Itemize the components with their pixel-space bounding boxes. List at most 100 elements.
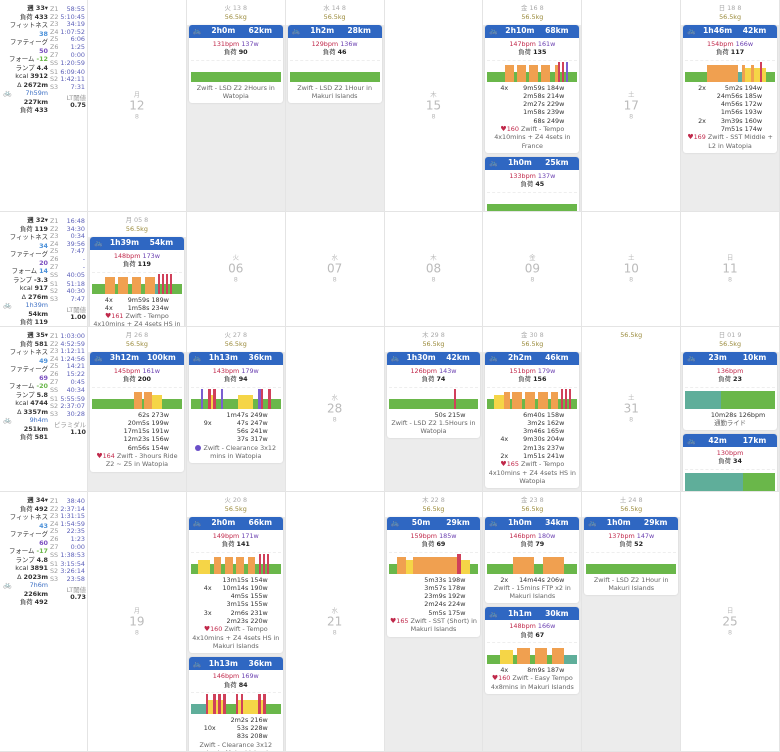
activity-name[interactable]: Zwift - LSD Z2 1Hour in Makuri Islands (584, 576, 678, 593)
activity-card[interactable]: 🚲 1h46m 42km 154bpm 166w 負荷 117 2x 5m2s 194w 24… (683, 25, 777, 153)
day-cell[interactable]: 火 06 8 (186, 212, 286, 327)
activity-card[interactable]: 🚲 1h2m 28km 129bpm 136w 負荷 46 Zwift - LSD Z2 … (287, 25, 382, 104)
interval-bar (215, 700, 219, 714)
activity-card[interactable]: 🚲 23m 10km 136bpm 負荷 23 10m28s 126bpm 通勤ライド (683, 352, 777, 431)
activity-name[interactable]: ♥165 Zwift - SST (Short) in Makuri Islan… (387, 617, 481, 634)
day-cell[interactable]: 木 29 8 56.5kg 🚲 1h30m 42km 126bpm 143w 負荷 74 50… (384, 327, 484, 492)
activity-name[interactable]: 通勤ライド (683, 419, 777, 427)
day-cell[interactable]: 56.5kg 土 31 8 (582, 327, 682, 492)
day-cell[interactable]: 土 24 8 56.5kg 🚲 1h0m 29km 137bpm 147w 負荷 52 Zwi… (582, 492, 682, 752)
day-cell[interactable]: 月 05 8 56.5kg 🚲 1h39m 54km 148bpm 173w 負荷 119 4… (88, 212, 187, 327)
activity-card[interactable]: 🚲 50m 29km 159bpm 185w 負荷 69 5m33s 198w 3m57s … (386, 517, 481, 637)
activity-header[interactable]: 🚲 2h0m 66km (188, 517, 283, 530)
activity-header[interactable]: 🚲 1h0m 34km (485, 517, 580, 530)
week-label[interactable]: 週 32▾ (27, 216, 48, 224)
activity-header[interactable]: 🚲 1h0m 29km (584, 517, 679, 530)
week-label[interactable]: 週 35▾ (27, 331, 48, 339)
activity-header[interactable]: 🚲 50m 29km (386, 517, 481, 530)
activity-name[interactable]: Zwift - LSD Z2 2Hours in Watopia (189, 84, 283, 101)
week-label[interactable]: 週 34▾ (27, 496, 48, 504)
activity-header[interactable]: 🚲 3h12m 100km (90, 352, 184, 365)
day-header: 金 16 8 56.5kg (483, 0, 582, 25)
day-cell[interactable]: 土 17 8 (582, 0, 682, 212)
day-cell[interactable]: 水 21 8 (285, 492, 385, 752)
day-cell[interactable]: 木 15 8 (384, 0, 484, 212)
activity-card[interactable]: 🚲 2h0m 66km 149bpm 171w 負荷 141 13m15s 154w 4x 1… (188, 517, 283, 654)
activity-name[interactable]: ♥160 Zwift - Easy Tempo 4x8mins in Makur… (485, 674, 579, 691)
interval-reps: 2x (698, 116, 706, 125)
activity-name[interactable]: ♥164 Zwift - 3hours Ride Z2 ~ Z5 in Wato… (90, 452, 184, 469)
week-label[interactable]: 週 33▾ (27, 4, 48, 12)
day-cell[interactable]: 月 26 8 56.5kg 🚲 3h12m 100km 145bpm 161w 負荷 200… (88, 327, 187, 492)
activity-card[interactable]: 🚲 1h30m 42km 126bpm 143w 負荷 74 50s 215w Zwift … (386, 352, 481, 439)
stat-ramp: ランプ 4.8 (0, 556, 48, 565)
workout-chart (388, 551, 479, 574)
day-cell[interactable]: 金 23 8 56.5kg 🚲 1h0m 34km 146bpm 180w 負荷 79 2x 1… (483, 492, 583, 752)
day-cell[interactable]: 火 13 8 56.5kg 🚲 2h0m 62km 131bpm 137w 負荷 90 Zwi… (186, 0, 286, 212)
activity-card[interactable]: 🚲 1h0m 29km 137bpm 147w 負荷 52 Zwift - LSD Z2 … (584, 517, 679, 596)
day-cell[interactable]: 月 19 8 (88, 492, 187, 752)
stat-kcal: kcal 3912 (0, 72, 48, 81)
activity-header[interactable]: 🚲 1h39m 54km (90, 237, 184, 250)
activity-name[interactable]: Zwift - Clearance 3x12 mins in Watopia (189, 444, 283, 461)
activity-header[interactable]: 🚲 1h0m 25km (485, 156, 580, 170)
day-cell[interactable]: 木 08 8 (384, 212, 484, 327)
day-cell[interactable]: 月 12 8 (88, 0, 187, 212)
activity-name[interactable]: Zwift - 15mins FTP x2 in Makuri Islands (485, 584, 579, 601)
activity-card[interactable]: 🚲 2h10m 68km 147bpm 161w 負荷 135 4x 9m59s 184w 2… (485, 25, 580, 153)
interval-bar (105, 277, 116, 294)
activity-header[interactable]: 🚲 1h2m 28km (287, 25, 382, 38)
activity-name[interactable]: ♥165 Zwift - Tempo 4x10mins + Z4 4sets H… (485, 460, 579, 485)
stat-elevation: Δ 2023m (0, 573, 48, 582)
activity-header[interactable]: 🚲 1h13m 36km (188, 657, 283, 671)
activity-header[interactable]: 🚲 1h30m 42km (386, 352, 481, 365)
activity-card[interactable]: 🚲 3h12m 100km 145bpm 161w 負荷 200 62s 273w 20m5… (90, 352, 184, 472)
zone-time: 6:09:40 (60, 67, 85, 76)
day-cell[interactable]: 水 28 8 (285, 327, 385, 492)
day-cell[interactable]: 水 07 8 (285, 212, 385, 327)
day-cell[interactable]: 火 20 8 56.5kg 🚲 2h0m 66km 149bpm 171w 負荷 141 13… (186, 492, 286, 752)
activity-name[interactable]: ♥160 Zwift - Tempo 4x10mins + Z4 4sets i… (485, 125, 579, 150)
interval-reps (500, 100, 516, 108)
activity-header[interactable]: 🚲 2h0m 62km (188, 25, 283, 38)
activity-name[interactable]: Zwift - LSD Z2 1Hour in Makuri Islands (288, 84, 382, 101)
activity-card[interactable]: 🚲 1h0m 34km 146bpm 180w 負荷 79 2x 14m44s 206w Zw… (485, 517, 580, 604)
activity-card[interactable]: 🚲 1h13m 36km 146bpm 169w 負荷 84 2m2s 216w 10x 53… (188, 657, 283, 751)
activity-card[interactable]: 🚲 2h2m 46km 151bpm 179w 負荷 156 6m40s 158w 3m2s… (485, 352, 580, 489)
activity-card[interactable]: 🚲 1h1m 30km 148bpm 166w 負荷 67 4x 8m9s 187w ♥160… (485, 607, 580, 694)
activity-duration: 2h2m (507, 353, 532, 363)
activity-header[interactable]: 🚲 2h2m 46km (485, 352, 580, 365)
activity-header[interactable]: 🚲 1h46m 42km (683, 25, 777, 38)
day-cell[interactable]: 日 25 8 (681, 492, 780, 752)
day-cell[interactable]: 金 16 8 56.5kg 🚲 2h10m 68km 147bpm 161w 負荷 135 4… (483, 0, 583, 212)
interval-bar (218, 693, 221, 714)
activity-card[interactable]: 🚲 1h39m 54km 148bpm 173w 負荷 119 4x 9m59s 189w 4… (90, 237, 184, 326)
day-cell[interactable]: 金 30 8 56.5kg 🚲 2h2m 46km 151bpm 179w 負荷 156 6m… (483, 327, 583, 492)
activity-card[interactable]: 🚲 1h13m 36km 143bpm 179w 負荷 94 1m47s 249w 9x 47… (188, 352, 283, 464)
activity-name[interactable]: ♥160 Zwift - Tempo 4x10mins + Z4 4sets H… (189, 625, 283, 650)
zone-row: Z3 0:34 (50, 233, 86, 241)
activity-header[interactable]: 🚲 1h1m 30km (485, 607, 580, 621)
activity-name[interactable]: ♥169 Zwift - SST Middle + L2 in Watopia (683, 133, 777, 150)
day-cell[interactable]: 水 14 8 56.5kg 🚲 1h2m 28km 129bpm 136w 負荷 46 Zwi… (285, 0, 385, 212)
activity-name[interactable]: ♥161 Zwift - Tempo 4x10mins + Z4 4sets H… (90, 312, 184, 326)
activity-distance: 28km (347, 26, 371, 36)
day-cell[interactable]: 火 27 8 56.5kg 🚲 1h13m 36km 143bpm 179w 負荷 94 1m… (186, 327, 286, 492)
activity-header[interactable]: 🚲 42m 17km (683, 434, 777, 448)
activity-card[interactable]: 🚲 2h0m 62km 131bpm 137w 負荷 90 Zwift - LSD Z2 … (188, 25, 283, 104)
activity-name[interactable]: Zwift - LSD Z2 1.5Hours in Watopia (387, 419, 481, 436)
stat-label: 負荷 (19, 504, 33, 513)
day-cell[interactable]: 日 11 8 (681, 212, 780, 327)
day-cell[interactable]: 金 09 8 (483, 212, 583, 327)
interval-bar (190, 564, 199, 574)
activity-name[interactable]: Zwift - Clearance 3x12 mins in Makuri Is… (189, 741, 283, 751)
day-cell[interactable]: 日 18 8 56.5kg 🚲 1h46m 42km 154bpm 166w 負荷 117 2… (681, 0, 780, 212)
activity-header[interactable]: 🚲 23m 10km (683, 352, 777, 365)
activity-header[interactable]: 🚲 1h13m 36km (188, 352, 283, 365)
activity-header[interactable]: 🚲 2h10m 68km (485, 25, 580, 38)
day-cell[interactable]: 土 10 8 (582, 212, 682, 327)
day-cell[interactable]: 木 22 8 56.5kg 🚲 50m 29km 159bpm 185w 負荷 69 5m33… (384, 492, 484, 752)
day-cell[interactable]: 日 01 9 56.5kg 🚲 23m 10km 136bpm 負荷 23 10m28s 12… (681, 327, 780, 492)
